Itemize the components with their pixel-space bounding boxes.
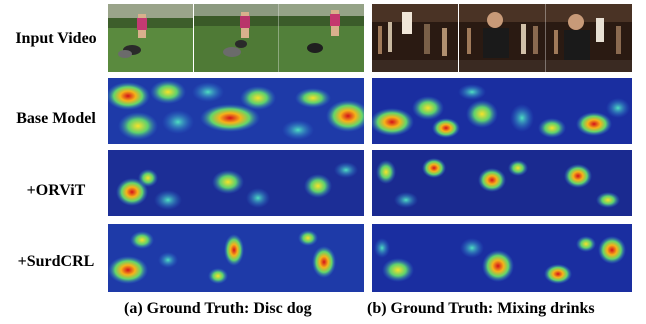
mixing-drinks-frame-3 [545, 4, 632, 72]
mixing-drinks-frame-2 [458, 4, 546, 72]
mixing-drinks-frame-1-image [372, 4, 458, 72]
row-label-orvit: +ORViT [26, 182, 86, 199]
disc-dog-frame-3-image [279, 4, 364, 72]
mixing-drinks-orvit-heatmap-image [372, 150, 632, 216]
mixing-drinks-input-panel [372, 4, 632, 72]
mixing-drinks-orvit-heatmap [372, 150, 632, 216]
caption-disc-dog: (a) Ground Truth: Disc dog [124, 300, 312, 317]
mixing-drinks-frame-2-image [459, 4, 546, 72]
disc-dog-frame-3 [278, 4, 364, 72]
disc-dog-base-heatmap-image [108, 78, 364, 144]
mixing-drinks-surdcrl-heatmap-image [372, 224, 632, 292]
row-label-surdcrl: +SurdCRL [17, 253, 95, 270]
row-label-input-video: Input Video [15, 30, 97, 47]
disc-dog-input-panel [108, 4, 364, 72]
disc-dog-base-heatmap [108, 78, 364, 144]
mixing-drinks-base-heatmap-image [372, 78, 632, 144]
disc-dog-orvit-heatmap-image [108, 150, 364, 216]
mixing-drinks-surdcrl-heatmap [372, 224, 632, 292]
row-label-base-model: Base Model [16, 110, 96, 127]
disc-dog-frame-2 [193, 4, 279, 72]
disc-dog-orvit-heatmap [108, 150, 364, 216]
caption-mixing-drinks: (b) Ground Truth: Mixing drinks [367, 300, 595, 317]
disc-dog-frame-1 [108, 4, 193, 72]
mixing-drinks-frame-3-image [546, 4, 632, 72]
disc-dog-surdcrl-heatmap-image [108, 224, 364, 292]
mixing-drinks-base-heatmap [372, 78, 632, 144]
disc-dog-frame-1-image [108, 4, 193, 72]
mixing-drinks-frame-1 [372, 4, 458, 72]
disc-dog-surdcrl-heatmap [108, 224, 364, 292]
disc-dog-frame-2-image [194, 4, 279, 72]
